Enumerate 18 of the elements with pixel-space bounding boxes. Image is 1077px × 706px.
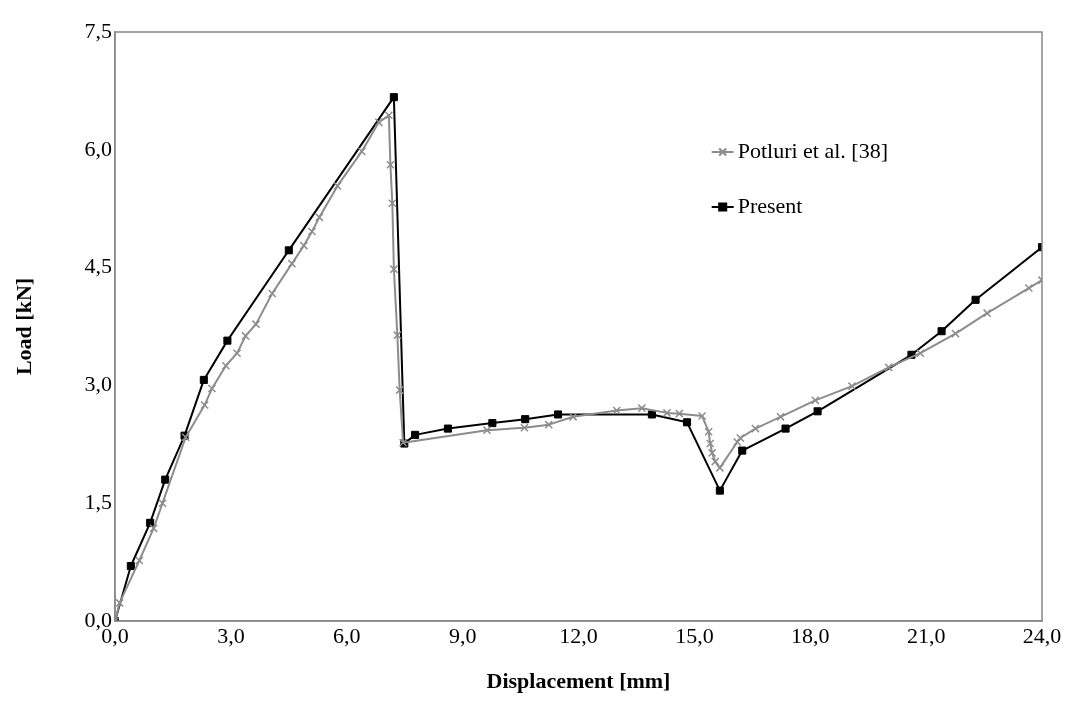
y-tick-label: 4,5 [84,253,112,279]
x-tick-label: 9,0 [448,622,477,648]
legend-label: Potluri et al. [38] [737,137,889,163]
x-tick-label: 24,0 [1022,622,1062,648]
y-tick-label: 0,0 [84,606,112,632]
x-axis-title: Displacement [mm] [486,668,671,694]
x-tick-label: 12,0 [559,622,598,648]
y-tick-label: 1,5 [84,488,112,514]
y-tick-label: 6,0 [84,135,112,161]
y-tick-label: 3,0 [84,371,112,397]
legend-label: Present [737,192,803,218]
x-tick-label: 21,0 [906,622,946,648]
y-axis-title: Load [kN] [10,277,36,376]
x-tick-label: 3,0 [217,622,245,648]
x-tick-label: 18,0 [791,622,830,648]
x-tick-label: 15,0 [675,622,714,648]
y-tick-label: 7,5 [84,17,112,43]
x-tick-label: 6,0 [333,622,361,648]
